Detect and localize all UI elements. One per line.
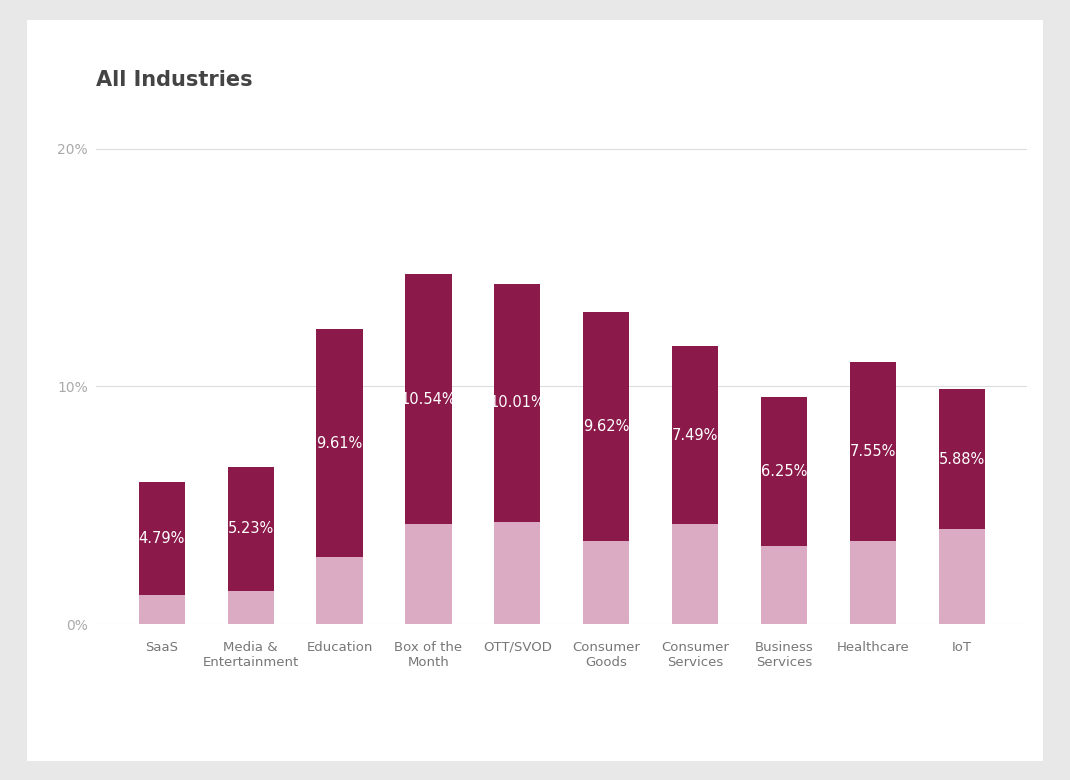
- Text: 9.62%: 9.62%: [583, 419, 629, 434]
- Bar: [139, 595, 185, 624]
- Bar: [938, 529, 984, 624]
- Text: 7.55%: 7.55%: [850, 444, 896, 459]
- Text: All Industries: All Industries: [96, 70, 253, 90]
- Bar: [850, 541, 896, 624]
- Bar: [583, 312, 629, 541]
- Bar: [228, 466, 274, 590]
- Bar: [406, 524, 452, 624]
- Text: 5.23%: 5.23%: [228, 521, 274, 536]
- Bar: [761, 546, 807, 624]
- Text: 9.61%: 9.61%: [317, 436, 363, 451]
- Bar: [406, 274, 452, 524]
- Bar: [761, 397, 807, 546]
- Bar: [672, 346, 718, 524]
- Text: 7.49%: 7.49%: [672, 427, 718, 443]
- Bar: [139, 482, 185, 595]
- Text: 4.79%: 4.79%: [138, 531, 185, 546]
- Bar: [494, 522, 540, 624]
- Bar: [672, 524, 718, 624]
- Bar: [317, 558, 363, 624]
- Bar: [228, 590, 274, 624]
- Text: 6.25%: 6.25%: [761, 464, 807, 479]
- Bar: [494, 284, 540, 522]
- Text: 10.54%: 10.54%: [400, 392, 456, 406]
- Bar: [850, 361, 896, 541]
- Bar: [583, 541, 629, 624]
- Bar: [938, 389, 984, 529]
- Text: 5.88%: 5.88%: [938, 452, 984, 466]
- Bar: [317, 329, 363, 558]
- Text: 10.01%: 10.01%: [489, 395, 546, 410]
